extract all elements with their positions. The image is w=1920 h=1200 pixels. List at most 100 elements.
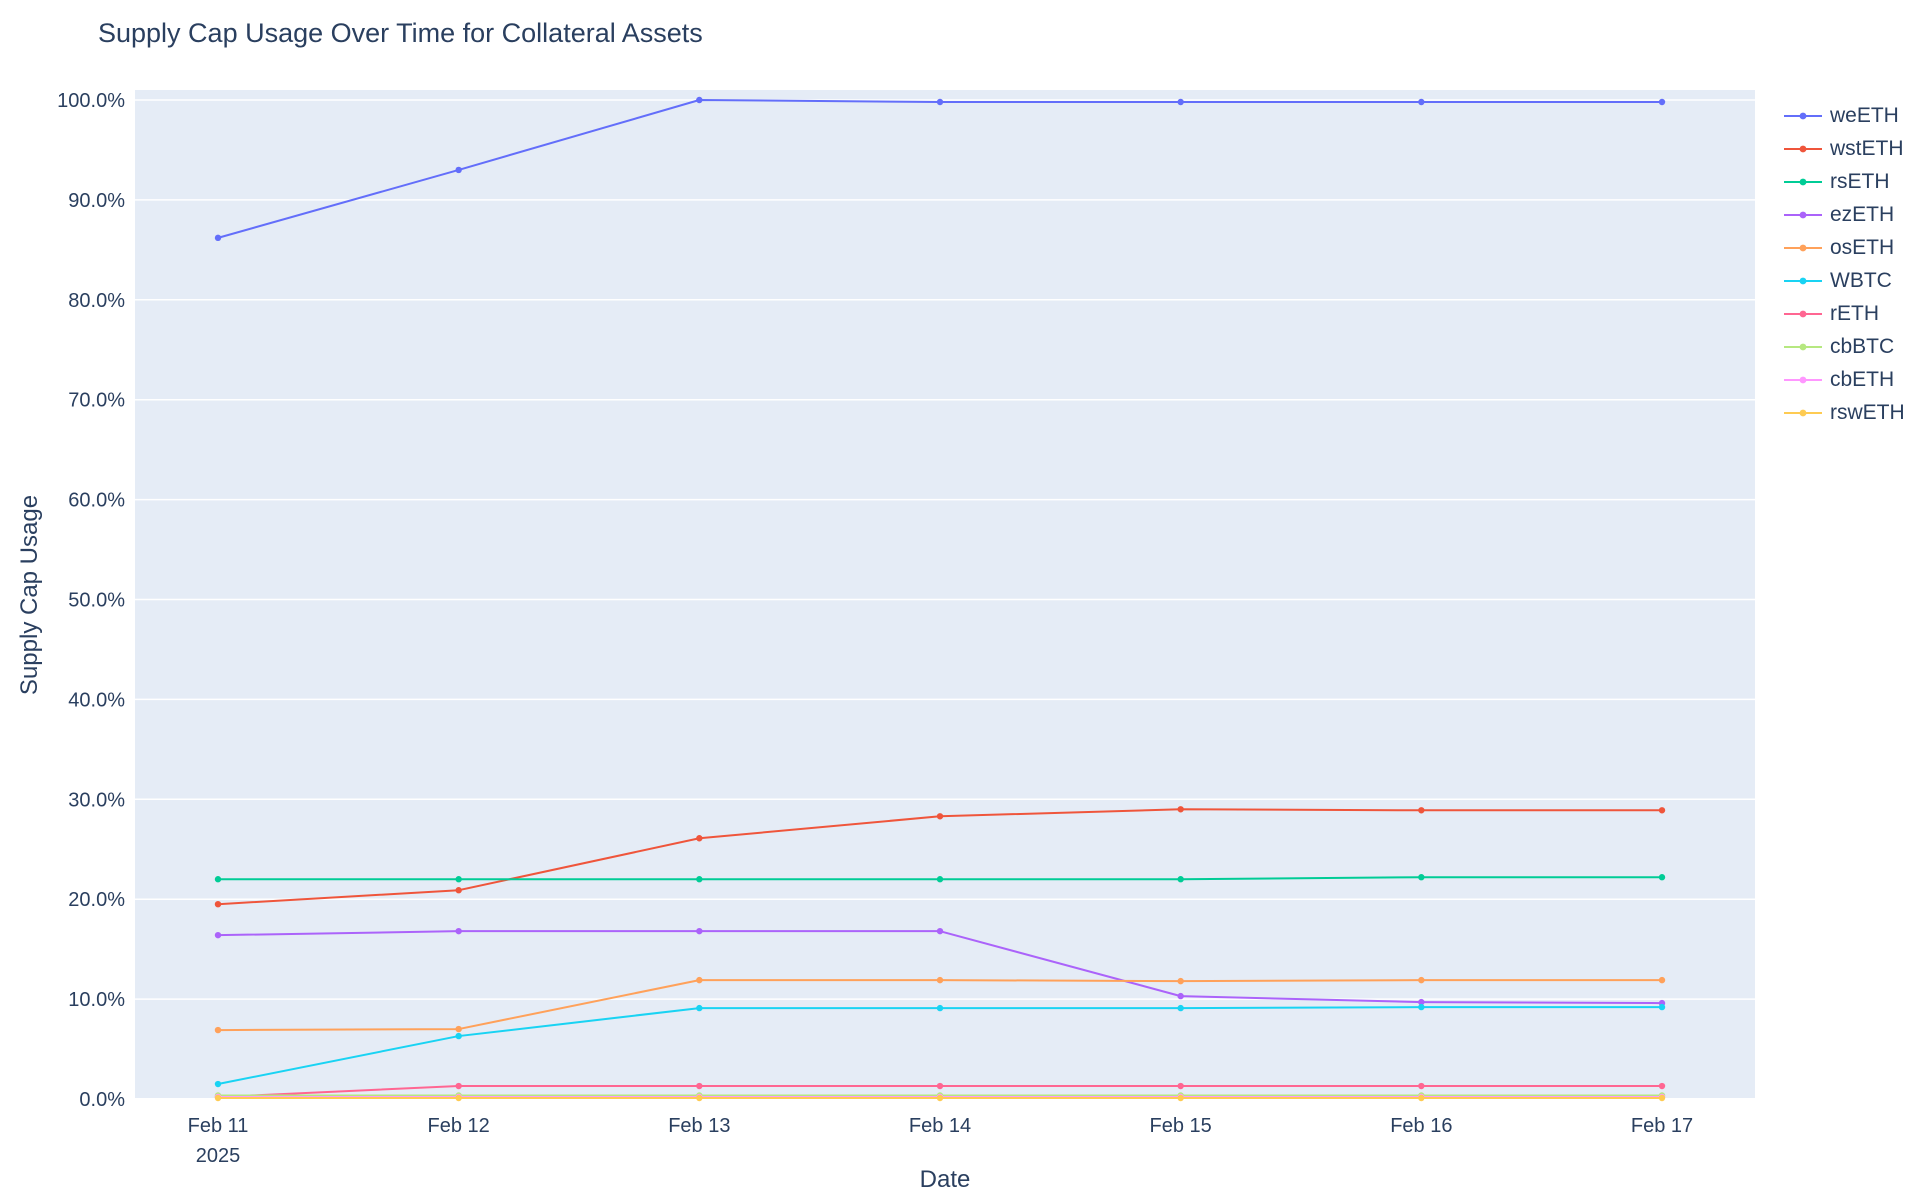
data-point-marker[interactable] [696, 927, 703, 935]
series-wstETH [214, 806, 1666, 908]
legend-label: weETH [1830, 104, 1899, 127]
y-tick-label: 30.0% [68, 789, 125, 811]
data-point-marker[interactable] [1658, 98, 1666, 106]
data-point-marker[interactable] [936, 976, 944, 984]
legend: weETH wstETH rsETH ezETH osETH WBTC rETH cbBTC c… [1782, 104, 1905, 425]
series-weETH [214, 96, 1666, 242]
data-point-marker[interactable] [936, 1082, 944, 1090]
x-tick-label: Feb 16 [1390, 1115, 1452, 1137]
x-tick-label: Feb 15 [1150, 1115, 1212, 1137]
data-point-marker[interactable] [936, 1004, 944, 1012]
data-point-marker[interactable] [1418, 874, 1425, 881]
x-tick-year-label: 2025 [196, 1145, 241, 1167]
data-point-marker[interactable] [455, 166, 462, 174]
legend-marker-icon [1784, 409, 1822, 417]
series-osETH [214, 976, 1666, 1034]
data-point-marker[interactable] [1418, 98, 1425, 106]
y-tick-label: 40.0% [68, 689, 125, 711]
data-point-marker[interactable] [696, 96, 703, 104]
legend-item-rswETH[interactable]: rswETH [1782, 401, 1905, 425]
data-point-marker[interactable] [455, 1094, 462, 1102]
legend-label: cbBTC [1830, 335, 1895, 358]
legend-item-weETH[interactable]: weETH [1782, 104, 1905, 128]
data-point-marker[interactable] [214, 876, 222, 883]
data-point-marker[interactable] [214, 234, 222, 242]
series-rswETH [214, 1094, 1666, 1102]
data-point-marker[interactable] [1418, 976, 1425, 984]
data-point-marker[interactable] [696, 976, 703, 984]
legend-item-osETH[interactable]: osETH [1782, 236, 1905, 260]
legend-marker-icon [1784, 145, 1822, 153]
data-point-marker[interactable] [936, 98, 944, 106]
data-point-marker[interactable] [1658, 1003, 1666, 1011]
legend-item-WBTC[interactable]: WBTC [1782, 269, 1905, 293]
data-point-marker[interactable] [1658, 976, 1666, 984]
legend-label: wstETH [1830, 137, 1904, 160]
data-point-marker[interactable] [1658, 874, 1666, 881]
data-point-marker[interactable] [1177, 977, 1184, 985]
data-point-marker[interactable] [1418, 1094, 1425, 1102]
data-point-marker[interactable] [214, 931, 222, 939]
legend-item-wstETH[interactable]: wstETH [1782, 137, 1905, 161]
data-point-marker[interactable] [696, 835, 703, 842]
legend-label: WBTC [1830, 269, 1892, 292]
data-point-marker[interactable] [1418, 807, 1425, 814]
legend-label: rswETH [1830, 401, 1905, 424]
data-point-marker[interactable] [936, 1094, 944, 1102]
y-tick-label: 100.0% [57, 90, 125, 112]
y-tick-label: 80.0% [68, 290, 125, 312]
y-tick-label: 0.0% [79, 1089, 125, 1111]
y-tick-label: 60.0% [68, 490, 125, 512]
y-axis-title: Supply Cap Usage [16, 494, 43, 696]
data-point-marker[interactable] [696, 1082, 703, 1090]
data-point-marker[interactable] [1658, 1082, 1666, 1090]
legend-item-rETH[interactable]: rETH [1782, 302, 1905, 326]
legend-item-ezETH[interactable]: ezETH [1782, 203, 1905, 227]
legend-item-rsETH[interactable]: rsETH [1782, 170, 1905, 194]
data-point-marker[interactable] [1177, 98, 1184, 106]
legend-label: cbETH [1830, 368, 1895, 391]
chart-title: Supply Cap Usage Over Time for Collatera… [98, 18, 703, 48]
legend-label: ezETH [1830, 203, 1895, 226]
y-tick-label: 70.0% [68, 390, 125, 412]
data-point-marker[interactable] [1177, 992, 1184, 1000]
data-point-marker[interactable] [1177, 876, 1184, 883]
data-point-marker[interactable] [455, 876, 462, 883]
data-point-marker[interactable] [696, 1094, 703, 1102]
data-point-marker[interactable] [214, 1094, 222, 1102]
data-point-marker[interactable] [1658, 807, 1666, 814]
data-point-marker[interactable] [214, 1080, 222, 1088]
data-point-marker[interactable] [455, 1082, 462, 1090]
data-point-marker[interactable] [455, 1025, 462, 1033]
data-point-marker[interactable] [1418, 1003, 1425, 1011]
legend-item-cbETH[interactable]: cbETH [1782, 368, 1905, 392]
data-point-marker[interactable] [1177, 806, 1184, 813]
legend-item-cbBTC[interactable]: cbBTC [1782, 335, 1905, 359]
legend-marker-icon [1784, 244, 1822, 252]
data-point-marker[interactable] [455, 887, 462, 894]
legend-label: rsETH [1830, 170, 1890, 193]
data-point-marker[interactable] [1418, 1082, 1425, 1090]
x-tick-label: Feb 17 [1631, 1115, 1693, 1137]
data-point-marker[interactable] [696, 1004, 703, 1012]
data-point-marker[interactable] [936, 876, 944, 883]
data-point-marker[interactable] [455, 1032, 462, 1040]
legend-marker-icon [1784, 310, 1822, 318]
data-point-marker[interactable] [936, 813, 944, 820]
data-point-marker[interactable] [214, 1026, 222, 1034]
data-point-marker[interactable] [1658, 1094, 1666, 1102]
legend-marker-icon [1784, 376, 1822, 384]
data-point-marker[interactable] [214, 900, 222, 908]
data-point-marker[interactable] [1177, 1004, 1184, 1012]
data-point-marker[interactable] [1177, 1082, 1184, 1090]
data-point-marker[interactable] [1418, 998, 1425, 1006]
data-point-marker[interactable] [696, 876, 703, 883]
y-tick-label: 20.0% [68, 889, 125, 911]
data-point-marker[interactable] [455, 927, 462, 935]
data-point-marker[interactable] [936, 927, 944, 935]
y-tick-label: 90.0% [68, 190, 125, 212]
plot-background [135, 90, 1755, 1099]
data-point-marker[interactable] [1177, 1094, 1184, 1102]
